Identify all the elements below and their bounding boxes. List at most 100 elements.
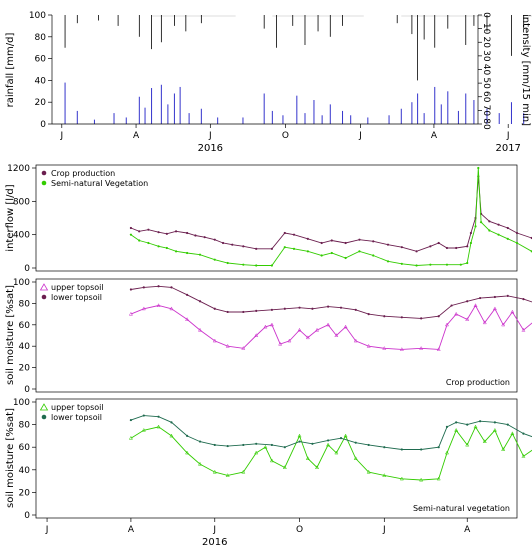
intensity-ytick-label: 20 [481, 37, 491, 49]
rainfall-xtick-label: J [208, 131, 212, 141]
data-point [170, 421, 173, 424]
data-point [203, 236, 206, 239]
bottom-xtick-label: A [464, 525, 471, 535]
data-point [283, 307, 286, 310]
seminatural-panel-note: Semi-natural vegetation [413, 504, 510, 513]
ytick-label: 60 [19, 443, 31, 453]
data-point [445, 425, 449, 428]
intensity-ylabel: intensity [mm/15 min] [520, 14, 531, 126]
seminatural-ylabel: soil moisture [%sat] [5, 408, 16, 508]
bottom-xtick-label: O [296, 525, 303, 535]
data-point [415, 250, 418, 253]
data-point [386, 243, 390, 246]
intensity-ytick-label: 40 [481, 64, 491, 76]
data-point [488, 220, 491, 223]
seminatural-frame [35, 398, 518, 519]
data-point [141, 427, 146, 432]
data-point [282, 465, 287, 469]
ytick-label: 1200 [7, 164, 30, 174]
data-point [263, 324, 268, 329]
ytick-label: 0 [24, 511, 30, 521]
data-point [292, 247, 296, 250]
ytick-label: 80 [19, 299, 31, 309]
data-point [506, 423, 509, 426]
data-point [165, 246, 168, 250]
data-point [225, 473, 230, 477]
data-point [297, 433, 302, 438]
data-point [198, 461, 203, 466]
bottom-year-label: 2016 [202, 537, 227, 548]
data-point [497, 223, 500, 226]
rainfall-ytick-label: 0 [40, 120, 46, 130]
data-point [242, 263, 245, 266]
data-point [366, 343, 371, 348]
data-point [386, 260, 390, 263]
intensity-ytick-label: 80 [481, 118, 491, 130]
data-point [366, 469, 371, 474]
data-point [454, 311, 459, 316]
data-point [129, 233, 133, 236]
rainfall-xtick-label: A [431, 131, 438, 141]
data-point [198, 300, 202, 303]
data-point [254, 333, 259, 337]
data-point [444, 450, 449, 455]
data-point [142, 414, 145, 417]
data-point [506, 294, 509, 298]
data-point [327, 305, 330, 308]
data-point [367, 313, 370, 316]
data-point [515, 231, 519, 235]
data-point [270, 308, 273, 311]
interflow-ylabel: interflow [l/d] [5, 184, 16, 251]
data-point [305, 335, 310, 340]
data-point [305, 456, 310, 460]
data-point [212, 469, 217, 474]
data-point [242, 245, 245, 248]
data-point [213, 307, 216, 310]
data-point [419, 346, 424, 350]
data-point [400, 448, 403, 451]
data-point [292, 233, 296, 236]
data-point [186, 231, 189, 235]
data-point [129, 288, 133, 291]
data-point [311, 307, 314, 310]
bottom-xtick-label: J [212, 525, 216, 535]
data-point [242, 443, 245, 447]
data-point [479, 221, 483, 224]
data-point [170, 286, 173, 289]
ytick-label: 100 [13, 398, 30, 408]
ytick-label: 40 [19, 466, 31, 476]
data-point [353, 338, 358, 343]
data-point [372, 240, 375, 243]
data-point [429, 245, 432, 248]
data-point [501, 447, 506, 451]
data-point [156, 424, 161, 429]
data-point [437, 446, 440, 449]
data-point [339, 306, 343, 309]
data-point [270, 247, 273, 250]
data-point [213, 238, 216, 241]
data-point [510, 309, 515, 314]
ytick-label: 80 [19, 421, 31, 431]
data-point [334, 450, 339, 455]
data-point [465, 442, 470, 447]
series-line [130, 425, 532, 481]
data-point [367, 443, 370, 447]
data-point [269, 322, 274, 327]
ytick-label: 0 [24, 385, 30, 395]
data-point [213, 443, 216, 447]
data-point [241, 346, 246, 350]
data-point [226, 310, 229, 314]
data-point [287, 338, 292, 343]
ytick-label: 400 [13, 231, 30, 241]
interflow-frame [35, 164, 518, 272]
data-point [415, 264, 418, 267]
data-point [382, 473, 387, 477]
data-point [493, 295, 496, 299]
data-point [420, 448, 423, 451]
data-point [311, 442, 314, 445]
data-point [297, 327, 302, 332]
data-point [469, 231, 473, 235]
data-point [482, 320, 487, 325]
rainfall-ytick-label: 60 [35, 55, 47, 65]
